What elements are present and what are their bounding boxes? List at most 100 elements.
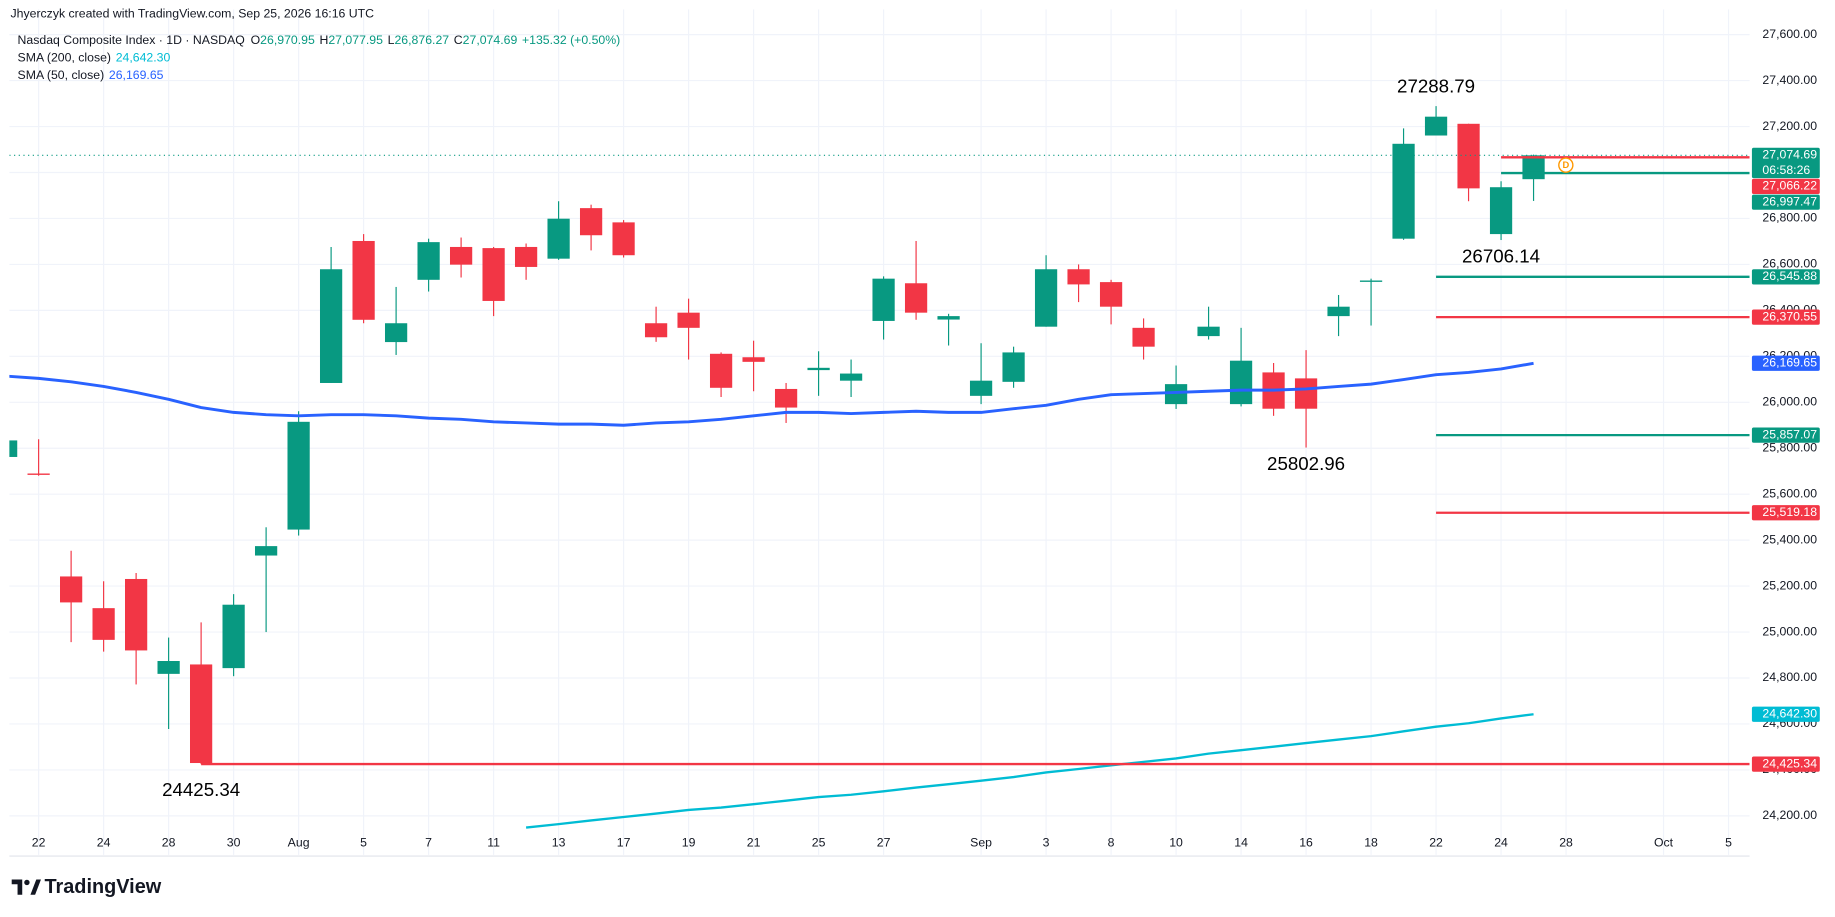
y-tick-label: 27,200.00 <box>1762 119 1817 133</box>
attribution: Jhyerczyk created with TradingView.com, … <box>11 6 375 20</box>
x-tick-label: 28 <box>1559 835 1573 849</box>
price-label: 27,066.22 <box>1762 179 1817 193</box>
event-marker[interactable]: D <box>1558 157 1574 173</box>
legend-main: Nasdaq Composite Index · 1D · NASDAQ O26,… <box>18 33 621 47</box>
candle-body <box>287 421 310 530</box>
price-annotation: 27288.79 <box>1397 75 1475 96</box>
y-tick-label: 25,600.00 <box>1762 486 1817 500</box>
candle-body <box>742 357 765 362</box>
candle-body <box>352 240 375 320</box>
candle-body <box>579 208 603 236</box>
legend-entry: SMA (200, close) 24,642.30 <box>18 51 171 65</box>
candle-body <box>1392 143 1415 239</box>
candle-body <box>254 546 278 556</box>
legend-entry: SMA (50, close) 26,169.65 <box>18 68 164 82</box>
candle-body <box>1294 378 1318 409</box>
ohlc-value: 27,074.69 <box>463 33 518 47</box>
brand-logo <box>11 879 41 895</box>
change: +135.32 (+0.50%) <box>522 33 620 47</box>
candle-body <box>774 388 798 408</box>
plot-area: 27288.79 26706.14 25802.96 24425.34 <box>9 75 1750 829</box>
price-label-box <box>1751 269 1820 285</box>
price-label-box <box>1751 147 1820 179</box>
candle-body <box>60 576 83 603</box>
logo-shape <box>24 879 30 886</box>
legend-series: SMA (200, close) 24,642.30 SMA (50, close)… <box>18 51 171 83</box>
ohlc-key: C <box>454 33 463 47</box>
candle-body <box>9 440 18 457</box>
candle-body <box>1197 326 1220 337</box>
marker-circle <box>1558 157 1574 173</box>
x-tick-label: 17 <box>617 835 631 849</box>
x-tick-label: Oct <box>1654 835 1674 849</box>
candle-body <box>904 283 928 313</box>
symbol-title: Nasdaq Composite Index · 1D · NASDAQ <box>18 33 245 47</box>
candle-body <box>1327 306 1350 317</box>
price-label-box <box>1751 178 1820 194</box>
candle-body <box>872 278 895 321</box>
x-tick-label: 24 <box>97 835 111 849</box>
x-tick-label: 28 <box>162 835 176 849</box>
price-label-box <box>1751 505 1820 521</box>
x-tick-label: 30 <box>227 835 241 849</box>
price-label-box <box>1751 706 1820 722</box>
candle-body <box>384 323 408 343</box>
x-tick-label: 13 <box>552 835 566 849</box>
y-tick-label: 25,800.00 <box>1762 440 1817 454</box>
x-tick-label: 18 <box>1364 835 1378 849</box>
price-label: 25,857.07 <box>1762 427 1817 441</box>
candle-body <box>1002 352 1025 382</box>
candle-body <box>1489 187 1513 235</box>
candle-body <box>1359 280 1383 282</box>
candle-body <box>969 380 993 396</box>
candle-body <box>1229 360 1253 405</box>
legend-name: SMA (200, close) <box>18 51 111 65</box>
price-label: 26,545.88 <box>1762 269 1817 283</box>
candle-body <box>482 248 505 301</box>
axes: 24,200.0024,400.0024,600.0024,800.0025,0… <box>32 27 1820 849</box>
candle-body <box>222 604 245 669</box>
legend-value: 26,169.65 <box>109 68 164 82</box>
marker-text: D <box>1562 160 1569 170</box>
candle-body <box>807 367 830 371</box>
y-tick-label: 25,000.00 <box>1762 624 1817 638</box>
candle-body <box>1132 327 1155 347</box>
candle-body <box>547 218 570 259</box>
x-tick-label: 8 <box>1108 835 1115 849</box>
x-tick-label: 22 <box>1429 835 1443 849</box>
price-label-box <box>1751 355 1820 371</box>
ohlc-value: 27,077.95 <box>328 33 383 47</box>
price-label: 25,519.18 <box>1762 505 1817 519</box>
y-tick-label: 27,600.00 <box>1762 27 1817 41</box>
candle-body <box>677 312 700 328</box>
price-annotation: 25802.96 <box>1267 453 1345 474</box>
candle-body <box>709 353 733 388</box>
ohlc-key: H <box>319 33 328 47</box>
x-tick-label: 3 <box>1043 835 1050 849</box>
price-label: 27,074.69 <box>1762 148 1817 162</box>
price-label-box <box>1751 194 1820 210</box>
candle-body <box>124 578 148 651</box>
x-tick-label: 22 <box>32 835 46 849</box>
grid <box>9 9 1750 855</box>
candle-body <box>937 316 960 320</box>
logo-shape <box>11 879 23 895</box>
legend-name: SMA (50, close) <box>18 68 105 82</box>
x-tick-label: 5 <box>360 835 367 849</box>
x-tick-label: 19 <box>682 835 696 849</box>
ohlc-value: 26,970.95 <box>260 33 315 47</box>
price-label-box <box>1751 756 1820 772</box>
candle-body <box>319 269 343 383</box>
price-label: 26,370.55 <box>1762 309 1817 323</box>
x-tick-label: 11 <box>487 835 500 849</box>
x-tick-label: 21 <box>747 835 761 849</box>
x-tick-label: 16 <box>1299 835 1313 849</box>
candle-body <box>1067 269 1090 285</box>
price-annotation: 24425.34 <box>162 779 240 800</box>
legend-value: 24,642.30 <box>116 51 171 65</box>
price-label-box <box>1751 427 1820 443</box>
y-tick-label: 26,600.00 <box>1762 257 1817 271</box>
candle-body <box>1164 384 1188 405</box>
